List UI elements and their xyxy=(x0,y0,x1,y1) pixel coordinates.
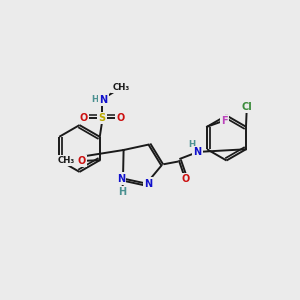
Text: H: H xyxy=(188,140,196,149)
Text: N: N xyxy=(193,147,202,157)
Text: O: O xyxy=(78,156,86,166)
Text: S: S xyxy=(99,113,106,123)
Text: F: F xyxy=(221,116,228,126)
Text: Cl: Cl xyxy=(241,102,252,112)
Text: CH₃: CH₃ xyxy=(112,83,130,92)
Text: N: N xyxy=(144,178,152,189)
Text: O: O xyxy=(117,113,125,123)
Text: N: N xyxy=(100,95,108,105)
Text: O: O xyxy=(182,174,190,184)
Text: CH₃: CH₃ xyxy=(58,156,75,165)
Text: H: H xyxy=(118,187,127,197)
Text: H: H xyxy=(91,94,98,103)
Text: N: N xyxy=(117,173,125,184)
Text: O: O xyxy=(80,113,88,123)
